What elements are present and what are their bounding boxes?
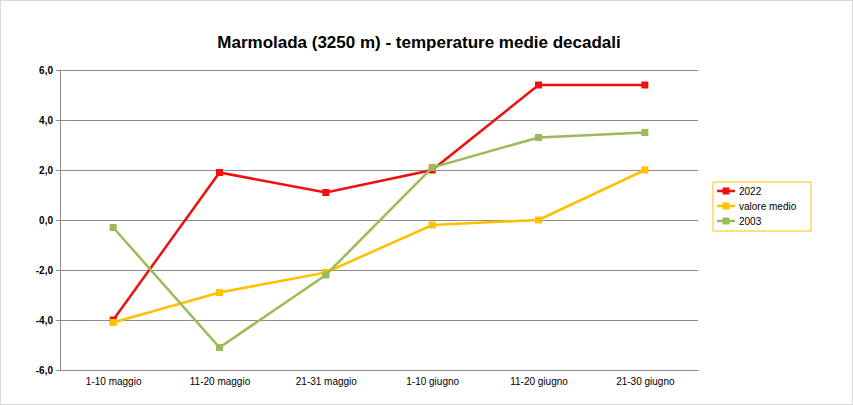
x-tick: 1-10 maggio bbox=[86, 370, 142, 387]
legend-label: 2003 bbox=[739, 216, 762, 227]
x-axis: 1-10 maggio 11-20 maggio 21-31 maggio 1-10 … bbox=[61, 370, 699, 387]
y-tick-label: 4,0 bbox=[39, 115, 53, 126]
series bbox=[110, 82, 649, 324]
series bbox=[110, 129, 649, 351]
y-tick-mark bbox=[56, 120, 60, 121]
y-tick-mark bbox=[56, 320, 60, 321]
series-marker bbox=[535, 82, 542, 89]
chart: -6,0 -4,0 -2,0 0,0 2,0 4,0 6,0 1-10 maggio 11-20… bbox=[0, 0, 853, 405]
plot: -6,0 -4,0 -2,0 0,0 2,0 4,0 6,0 1-10 maggio 11-20… bbox=[36, 65, 699, 387]
y-tick-mark bbox=[56, 170, 60, 171]
y-axis-line bbox=[56, 71, 61, 371]
y-tick-mark bbox=[56, 370, 60, 371]
y-tick: 6,0 bbox=[39, 65, 60, 76]
grid-line bbox=[60, 170, 698, 171]
y-tick-label: -6,0 bbox=[36, 365, 54, 376]
x-tick: 21-30 giugno bbox=[616, 370, 675, 387]
grid-line bbox=[60, 320, 698, 321]
y-tick-label: -4,0 bbox=[36, 315, 54, 326]
x-axis-line bbox=[61, 370, 699, 371]
series-line bbox=[113, 85, 645, 320]
y-axis: -6,0 -4,0 -2,0 0,0 2,0 4,0 6,0 bbox=[36, 65, 61, 376]
series-marker bbox=[535, 217, 542, 224]
y-tick-label: 6,0 bbox=[39, 65, 53, 76]
grid-line bbox=[60, 270, 698, 271]
series-marker bbox=[641, 82, 648, 89]
series-marker bbox=[429, 164, 436, 171]
y-tick: -6,0 bbox=[36, 365, 60, 376]
chart-border bbox=[1, 1, 853, 405]
series-marker bbox=[216, 169, 223, 176]
grid-line bbox=[60, 370, 698, 371]
legend-box bbox=[713, 182, 811, 231]
x-tick-label: 1-10 maggio bbox=[86, 376, 142, 387]
series bbox=[110, 167, 649, 327]
chart-title: Marmolada (3250 m) - temperature medie d… bbox=[217, 33, 620, 52]
y-tick-label: -2,0 bbox=[36, 265, 54, 276]
series-marker bbox=[216, 289, 223, 296]
series-marker bbox=[641, 167, 648, 174]
series-marker bbox=[110, 319, 117, 326]
series-marker bbox=[110, 224, 117, 231]
y-tick: 2,0 bbox=[39, 165, 60, 176]
grid-line bbox=[60, 120, 698, 121]
series-line bbox=[113, 170, 645, 323]
series-marker bbox=[216, 344, 223, 351]
x-tick: 21-31 maggio bbox=[296, 370, 358, 387]
y-tick: -4,0 bbox=[36, 315, 60, 326]
legend: 2022 valore medio 2003 bbox=[713, 182, 811, 231]
series-line bbox=[113, 133, 645, 348]
legend-marker bbox=[723, 218, 730, 225]
x-tick-label: 11-20 giugno bbox=[510, 376, 568, 387]
y-tick-mark bbox=[56, 270, 60, 271]
y-tick-mark bbox=[56, 220, 60, 221]
x-tick: 11-20 maggio bbox=[190, 370, 251, 387]
y-tick-label: 0,0 bbox=[39, 215, 53, 226]
x-tick-label: 11-20 maggio bbox=[190, 376, 251, 387]
legend-marker bbox=[723, 188, 730, 195]
y-tick-mark bbox=[56, 70, 60, 71]
legend-label: valore medio bbox=[739, 201, 797, 212]
y-tick: 4,0 bbox=[39, 115, 60, 126]
grid-line bbox=[60, 70, 698, 71]
x-tick: 1-10 giugno bbox=[406, 370, 459, 387]
x-tick-label: 1-10 giugno bbox=[406, 376, 459, 387]
legend-label: 2022 bbox=[739, 186, 762, 197]
x-tick-label: 21-30 giugno bbox=[616, 376, 675, 387]
y-tick: -2,0 bbox=[36, 265, 60, 276]
series-marker bbox=[641, 129, 648, 136]
series-marker bbox=[535, 134, 542, 141]
x-tick-label: 21-31 maggio bbox=[296, 376, 358, 387]
series-marker bbox=[429, 222, 436, 229]
series-group bbox=[110, 82, 649, 352]
x-tick: 11-20 giugno bbox=[510, 370, 568, 387]
y-tick-label: 2,0 bbox=[39, 165, 53, 176]
y-tick: 0,0 bbox=[39, 215, 60, 226]
series-marker bbox=[322, 272, 329, 279]
grid bbox=[60, 70, 698, 370]
legend-marker bbox=[723, 203, 730, 210]
series-marker bbox=[322, 189, 329, 196]
